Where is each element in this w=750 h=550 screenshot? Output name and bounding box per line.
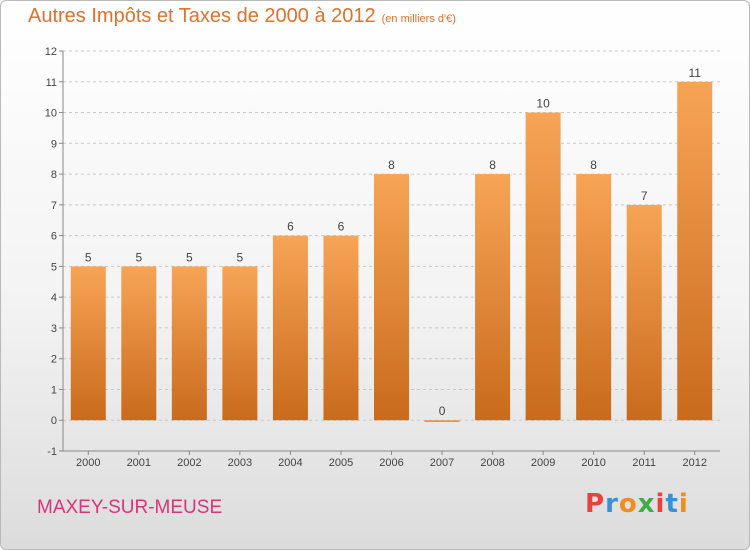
logo-letter: o [618,489,638,519]
data-label: 8 [590,158,597,172]
logo-letter: i [678,489,689,519]
y-tick-label: 1 [51,384,57,396]
bar [323,235,359,421]
y-tick-label: 6 [51,231,57,243]
title-row: Autres Impôts et Taxes de 2000 à 2012 (en… [28,5,456,28]
y-tick-label: 12 [45,46,57,58]
y-tick-label: 2 [51,354,57,366]
x-tick-label: 2000 [76,457,100,469]
x-tick-label: 2005 [329,457,353,469]
bar [525,112,561,421]
commune-name: MAXEY-SUR-MEUSE [37,497,223,518]
x-tick-label: 2006 [379,457,403,469]
data-labels: 5 5 5 5 6 6 8 0 8 10 8 7 11 [85,66,701,418]
x-tick-label: 2011 [632,457,656,469]
data-label: 7 [641,189,648,203]
bar [121,266,157,421]
y-tick-label: 10 [45,108,57,120]
x-tick-label: 2004 [278,457,302,469]
chart-title: Autres Impôts et Taxes de 2000 à 2012 [28,5,376,27]
x-tick-label: 2002 [177,457,201,469]
logo-letter: x [637,489,656,519]
x-tick-label: 2009 [531,457,555,469]
data-label: 6 [287,220,294,234]
x-tick-label: 2012 [682,457,706,469]
bar [626,204,662,421]
y-tick-label: 5 [51,261,57,273]
data-label: 8 [489,158,496,172]
y-tick-label: 7 [51,200,57,212]
bar [576,174,612,421]
y-tick-label: 3 [51,323,57,335]
data-label: 0 [439,404,446,418]
logo-letter: t [665,489,679,519]
data-label: 5 [135,250,142,264]
bar [424,420,460,422]
x-tick-label: 2010 [581,457,605,469]
bar [475,174,511,421]
x-tick-label: 2003 [228,457,252,469]
y-tick-label: -1 [47,446,57,458]
y-tick-label: 0 [51,415,57,427]
bars [70,81,713,422]
data-label: 11 [688,66,701,80]
logo-letter: i [655,489,666,519]
data-label: 10 [536,97,550,111]
bar [222,266,258,421]
logo-letter: r [605,489,619,519]
data-label: 5 [186,250,193,264]
proxiti-logo: Proxiti [585,489,689,519]
data-label: 5 [85,250,92,264]
x-tick-label: 2007 [430,457,454,469]
y-tick-label: 8 [51,169,57,181]
x-tick-label: 2001 [127,457,151,469]
y-tick-label: 9 [51,138,57,150]
y-tick-label: 11 [46,77,57,89]
data-label: 6 [338,220,345,234]
bar [677,81,713,421]
chart-subtitle: (en milliers d'€) [381,13,456,25]
data-label: 5 [237,250,244,264]
y-tick-label: 4 [51,292,57,304]
data-label: 8 [388,158,395,172]
x-tick-label: 2008 [480,457,504,469]
bar [171,266,207,421]
bar [272,235,308,421]
bar [70,266,106,421]
logo-letter: P [585,489,606,519]
bar [374,174,409,421]
